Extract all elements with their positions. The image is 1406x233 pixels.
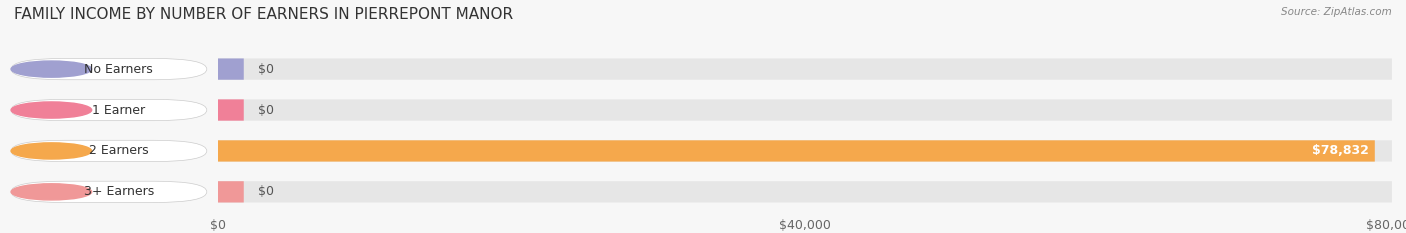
FancyBboxPatch shape (218, 140, 1392, 161)
Text: No Earners: No Earners (84, 63, 153, 75)
FancyBboxPatch shape (218, 181, 1392, 202)
Text: $0: $0 (257, 103, 274, 116)
FancyBboxPatch shape (218, 99, 1392, 121)
FancyBboxPatch shape (218, 58, 243, 80)
Text: Source: ZipAtlas.com: Source: ZipAtlas.com (1281, 7, 1392, 17)
Circle shape (11, 102, 91, 118)
FancyBboxPatch shape (11, 140, 207, 161)
FancyBboxPatch shape (11, 181, 207, 202)
FancyBboxPatch shape (218, 140, 1375, 161)
Text: $0: $0 (257, 185, 274, 198)
FancyBboxPatch shape (11, 58, 207, 80)
Circle shape (11, 143, 91, 159)
Text: 1 Earner: 1 Earner (93, 103, 145, 116)
FancyBboxPatch shape (218, 58, 1392, 80)
Text: $78,832: $78,832 (1312, 144, 1369, 158)
Text: FAMILY INCOME BY NUMBER OF EARNERS IN PIERREPONT MANOR: FAMILY INCOME BY NUMBER OF EARNERS IN PI… (14, 7, 513, 22)
Circle shape (11, 61, 91, 77)
Text: $0: $0 (257, 63, 274, 75)
FancyBboxPatch shape (218, 181, 243, 202)
FancyBboxPatch shape (218, 99, 243, 121)
FancyBboxPatch shape (11, 99, 207, 121)
Text: 2 Earners: 2 Earners (89, 144, 149, 158)
Text: 3+ Earners: 3+ Earners (83, 185, 153, 198)
Circle shape (11, 184, 91, 200)
